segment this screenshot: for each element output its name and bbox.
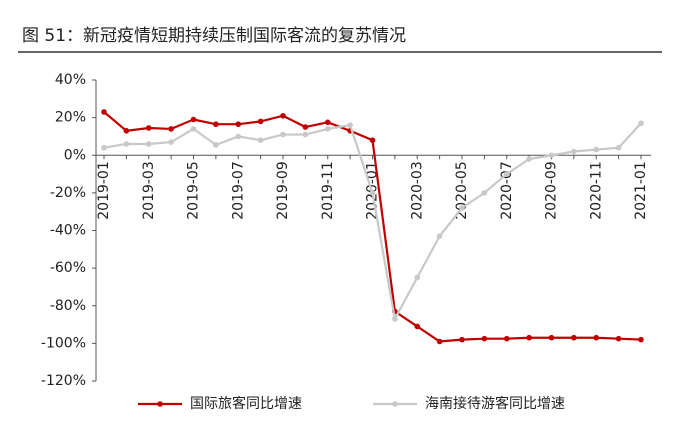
data-point (213, 121, 219, 128)
data-point (190, 126, 197, 132)
x-tick-label: 2021-01 (633, 161, 649, 220)
y-tick-label: -60% (50, 260, 86, 276)
data-point (593, 146, 600, 153)
data-point (414, 274, 421, 281)
data-point (548, 152, 555, 159)
data-point (101, 109, 107, 115)
x-tick-label: 2020-09 (544, 161, 560, 220)
data-point (369, 137, 376, 143)
data-point (414, 323, 421, 330)
data-point (257, 118, 264, 125)
x-tick-label: 2020-07 (499, 161, 515, 220)
x-tick-label: 2020-03 (409, 161, 425, 220)
data-point (481, 335, 488, 342)
data-point (123, 127, 130, 134)
x-tick-label: 2019-09 (275, 161, 291, 220)
series-line (103, 111, 642, 343)
data-point (615, 144, 622, 151)
legend-label: 海南接待游客同比增速 (425, 395, 565, 412)
data-point (168, 139, 174, 145)
data-point (190, 116, 197, 123)
x-tick-label: 2020-05 (454, 161, 470, 220)
x-tick-label: 2019-05 (186, 161, 202, 220)
data-point (392, 316, 398, 322)
x-tick-label: 2019-01 (96, 161, 112, 220)
data-point (145, 141, 152, 147)
data-point (123, 141, 130, 147)
data-point (548, 334, 555, 341)
data-point (145, 125, 152, 131)
data-point (302, 131, 309, 138)
data-point (503, 171, 510, 177)
y-tick-label: -120% (41, 373, 86, 389)
x-tick-label: 2019-03 (141, 161, 157, 220)
data-point (503, 335, 510, 342)
data-point (459, 336, 465, 343)
y-tick-label: 20% (55, 110, 86, 126)
data-point (168, 126, 174, 132)
series-line (103, 122, 642, 323)
data-point (526, 156, 532, 162)
legend-marker (157, 401, 163, 407)
data-point (235, 133, 242, 140)
x-tick-label: 2019-07 (230, 161, 246, 220)
data-point (436, 233, 443, 239)
data-point (213, 142, 219, 148)
data-point (347, 122, 353, 128)
data-point (459, 205, 465, 211)
legend-label: 国际旅客同比增速 (190, 395, 302, 412)
data-point (324, 126, 331, 132)
data-point (280, 131, 286, 138)
data-point (571, 334, 577, 341)
x-tick-label: 2019-11 (320, 161, 336, 220)
y-tick-label: -80% (50, 298, 86, 314)
data-point (638, 120, 644, 127)
data-point (615, 335, 622, 342)
data-point (593, 334, 600, 341)
legend-marker (392, 401, 398, 407)
y-tick-label: 40% (55, 72, 86, 88)
y-tick-label: -20% (50, 185, 86, 201)
y-tick-label: -100% (41, 335, 86, 351)
chart-title: 图 51：新冠疫情短期持续压制国际客流的复苏情况 (22, 26, 406, 46)
data-point (369, 190, 376, 196)
data-point (436, 338, 443, 345)
data-point (571, 148, 577, 155)
y-tick-label: 0% (64, 147, 86, 163)
data-point (101, 144, 107, 151)
data-point (302, 124, 309, 130)
y-tick-label: -40% (50, 223, 86, 239)
data-point (526, 334, 532, 341)
data-point (324, 119, 331, 126)
data-point (235, 121, 242, 128)
data-point (638, 336, 644, 343)
data-point (481, 190, 488, 196)
x-tick-label: 2020-11 (588, 161, 604, 220)
data-point (280, 112, 286, 119)
data-point (257, 137, 264, 143)
